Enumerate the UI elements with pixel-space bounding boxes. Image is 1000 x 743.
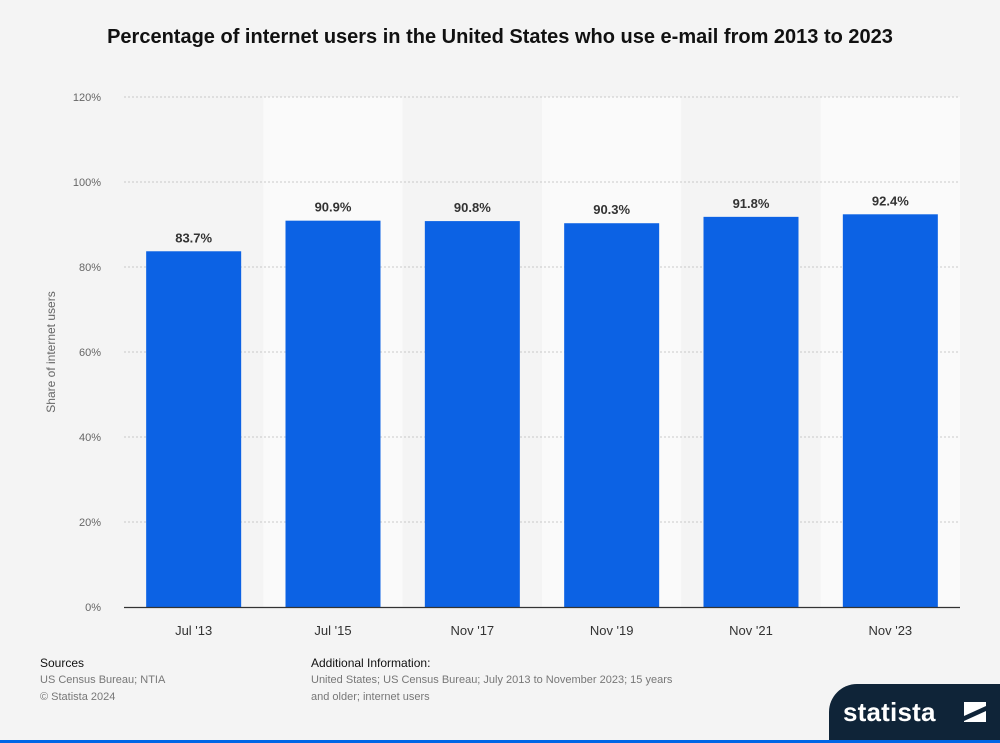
bar: [285, 220, 381, 608]
additional-info-line: United States; US Census Bureau; July 20…: [311, 674, 673, 686]
y-tick-label: 60%: [79, 347, 101, 359]
bar: [842, 214, 938, 608]
y-axis-label: Share of internet users: [44, 291, 58, 413]
bar: [424, 221, 520, 607]
additional-info-block: Additional Information: United States; U…: [311, 655, 721, 706]
x-tick-label: Jul '13: [175, 623, 212, 638]
data-label: 83.7%: [175, 230, 212, 245]
data-label: 92.4%: [872, 193, 909, 208]
copyright-line: © Statista 2024: [40, 691, 116, 703]
y-tick-label: 80%: [79, 262, 101, 274]
x-tick-label: Nov '19: [590, 623, 634, 638]
bar: [564, 223, 660, 607]
sources-line: US Census Bureau; NTIA: [40, 674, 166, 686]
y-tick-label: 120%: [73, 92, 101, 104]
data-label: 91.8%: [733, 196, 770, 211]
sources-block: Sources US Census Bureau; NTIA © Statist…: [40, 655, 280, 706]
y-tick-label: 40%: [79, 432, 101, 444]
bar-chart: 0% 20% 40% 60% 80% 100% 120% 83.7% Jul '13 90.9% J…: [73, 92, 960, 638]
bottom-accent-stripe: [0, 740, 1000, 743]
bar: [703, 216, 799, 607]
y-tick-label: 100%: [73, 177, 101, 189]
logo-wordmark: statista: [843, 697, 936, 727]
x-tick-label: Nov '23: [868, 623, 912, 638]
chart-title: Percentage of internet users in the Unit…: [107, 26, 893, 48]
additional-info-line: and older; internet users: [311, 691, 430, 703]
additional-info-heading: Additional Information:: [311, 656, 431, 670]
y-tick-label: 0%: [85, 602, 101, 614]
y-tick-label: 20%: [79, 517, 101, 529]
x-tick-label: Nov '21: [729, 623, 773, 638]
x-tick-label: Nov '17: [450, 623, 494, 638]
statista-logo[interactable]: statista: [829, 684, 1000, 740]
statista-flag-icon: [964, 702, 986, 722]
sources-heading: Sources: [40, 656, 85, 670]
x-tick-label: Jul '15: [314, 623, 351, 638]
data-label: 90.8%: [454, 200, 491, 215]
bar: [146, 251, 242, 607]
data-label: 90.3%: [593, 202, 630, 217]
data-label: 90.9%: [315, 200, 352, 215]
